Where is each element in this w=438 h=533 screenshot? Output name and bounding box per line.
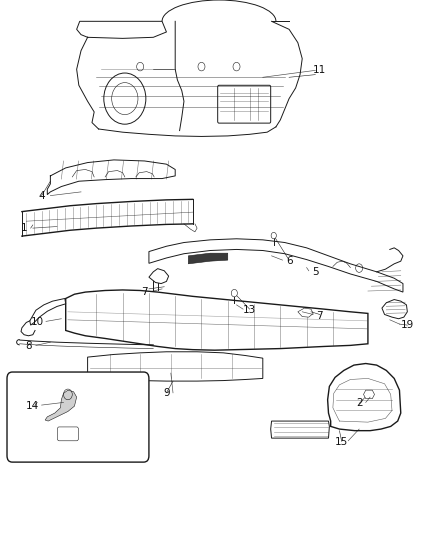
Circle shape bbox=[271, 232, 276, 239]
Polygon shape bbox=[271, 421, 329, 438]
Text: 8: 8 bbox=[25, 342, 32, 351]
Text: 2: 2 bbox=[356, 399, 363, 408]
Text: 14: 14 bbox=[26, 401, 39, 411]
Text: 4: 4 bbox=[38, 191, 45, 200]
Text: 15: 15 bbox=[335, 438, 348, 447]
Polygon shape bbox=[364, 390, 374, 399]
Polygon shape bbox=[66, 290, 368, 350]
Text: 13: 13 bbox=[243, 305, 256, 315]
Polygon shape bbox=[149, 269, 169, 284]
Text: 10: 10 bbox=[31, 318, 44, 327]
Text: 1: 1 bbox=[21, 223, 28, 233]
Text: 7: 7 bbox=[141, 287, 148, 296]
Polygon shape bbox=[149, 239, 403, 292]
Text: 11: 11 bbox=[313, 66, 326, 75]
Polygon shape bbox=[328, 364, 401, 431]
Polygon shape bbox=[188, 253, 228, 264]
Polygon shape bbox=[30, 298, 66, 325]
Text: 19: 19 bbox=[401, 320, 414, 330]
FancyBboxPatch shape bbox=[7, 372, 149, 462]
Polygon shape bbox=[382, 300, 407, 319]
Circle shape bbox=[231, 289, 237, 297]
Polygon shape bbox=[45, 390, 77, 421]
Text: 7: 7 bbox=[316, 311, 323, 320]
Polygon shape bbox=[88, 352, 263, 381]
Polygon shape bbox=[298, 308, 313, 317]
Text: 5: 5 bbox=[312, 267, 319, 277]
Text: 6: 6 bbox=[286, 256, 293, 266]
Text: 9: 9 bbox=[163, 388, 170, 398]
